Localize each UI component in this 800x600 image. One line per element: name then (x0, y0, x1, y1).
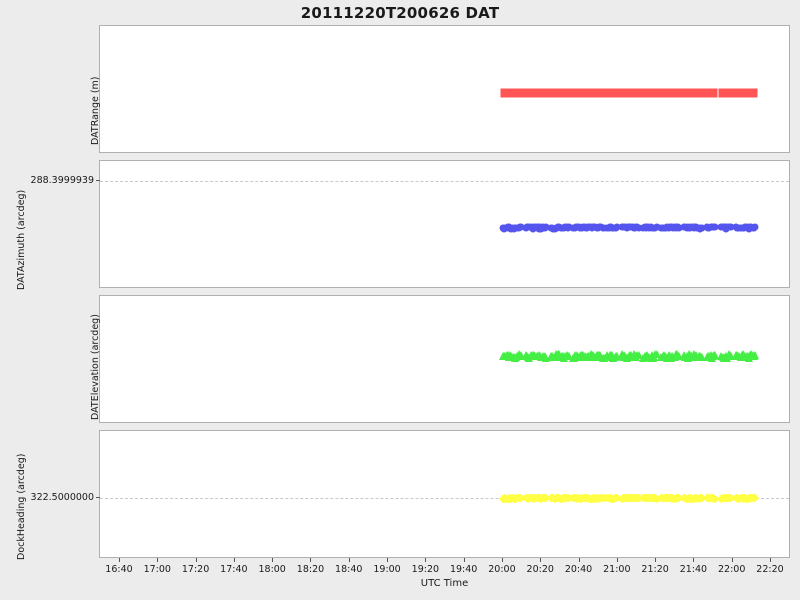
ytick-label-dockheading: 322.5000000 (30, 492, 94, 503)
data-point (601, 88, 607, 98)
xtick-mark (731, 558, 733, 562)
data-point (518, 88, 524, 98)
data-point (653, 223, 661, 231)
data-point (752, 88, 758, 98)
xtick-label: 17:20 (181, 564, 210, 575)
xtick-label: 17:40 (220, 564, 248, 575)
xtick-mark (272, 558, 274, 562)
data-point (675, 351, 684, 360)
xtick-label: 21:00 (603, 564, 631, 575)
xtick-label: 20:00 (488, 564, 516, 575)
xtick-mark (425, 558, 427, 562)
data-point (698, 224, 706, 231)
data-point (698, 353, 707, 362)
xtick-label: 18:00 (258, 564, 286, 575)
data-point (654, 88, 660, 98)
xtick-label: 20:40 (564, 564, 593, 575)
xtick-mark (693, 558, 695, 562)
data-point (600, 224, 608, 232)
gridline (100, 180, 789, 182)
data-point (635, 224, 643, 232)
xtick-label: 22:00 (718, 564, 746, 575)
subplot-datelevation[interactable] (99, 295, 790, 423)
xtick-mark (348, 558, 350, 562)
data-point (726, 351, 735, 360)
gridline (100, 498, 789, 500)
data-point (750, 350, 759, 359)
data-point (517, 223, 525, 231)
data-point (566, 88, 572, 98)
xtick-label: 18:40 (335, 564, 363, 575)
xtick-mark (501, 558, 503, 562)
xtick-mark (119, 558, 120, 562)
data-point (751, 223, 759, 231)
data-point (612, 351, 621, 360)
data-point (675, 224, 683, 232)
data-point (636, 88, 642, 98)
figure-title: 20111220T200626 DAT (300, 4, 500, 22)
xtick-mark (578, 558, 580, 562)
data-point (727, 223, 735, 231)
xtick-label: 19:00 (373, 564, 401, 575)
xtick-label: 21:40 (679, 564, 708, 575)
xtick-mark (463, 558, 465, 562)
subplot-dockheading[interactable] (99, 430, 790, 558)
data-point (711, 223, 719, 231)
subplot-datrange[interactable] (99, 25, 790, 153)
data-point (516, 351, 525, 360)
ytick-label-datazimuth: 288.3999939 (30, 175, 94, 186)
xtick-label: 17:00 (143, 564, 171, 575)
xtick-label: 16:40 (105, 564, 133, 575)
ylabel-dockheading: DockHeading (arcdeg) (16, 453, 27, 560)
ytick-mark-dockheading (96, 497, 100, 498)
subplot-datazimuth[interactable] (99, 160, 790, 288)
xtick-mark (616, 558, 618, 562)
xtick-mark (655, 558, 657, 562)
data-point (676, 88, 682, 98)
xtick-mark (233, 558, 235, 562)
xaxis-label: UTC Time (420, 578, 469, 589)
data-point (542, 223, 550, 231)
ylabel-datazimuth: DATAzimuth (arcdeg) (16, 189, 27, 290)
xtick-label: 22:20 (756, 564, 784, 575)
xtick-mark (310, 558, 312, 562)
xtick-mark (540, 558, 542, 562)
data-point (699, 88, 705, 98)
xtick-label: 19:20 (411, 564, 440, 575)
xtick-label: 19:40 (449, 564, 478, 575)
data-point (652, 350, 661, 359)
xtick-mark (195, 558, 197, 562)
data-point (543, 88, 549, 98)
data-point (613, 223, 621, 231)
xtick-label: 20:20 (526, 564, 554, 575)
ylabel-datelevation: DATElevation (arcdeg) (90, 314, 101, 420)
data-point (634, 351, 643, 360)
xtick-mark (770, 558, 771, 562)
data-point (614, 88, 620, 98)
xtick-mark (387, 558, 389, 562)
data-point (712, 88, 718, 98)
data-point (565, 223, 573, 231)
ylabel-datrange: DATRange (m) (90, 76, 101, 145)
xtick-label: 18:20 (296, 564, 325, 575)
ytick-mark-datazimuth (96, 180, 100, 181)
data-point (711, 351, 720, 360)
xtick-label: 21:20 (641, 564, 669, 575)
data-point (728, 88, 734, 98)
data-point (542, 354, 551, 363)
xtick-mark (157, 558, 159, 562)
